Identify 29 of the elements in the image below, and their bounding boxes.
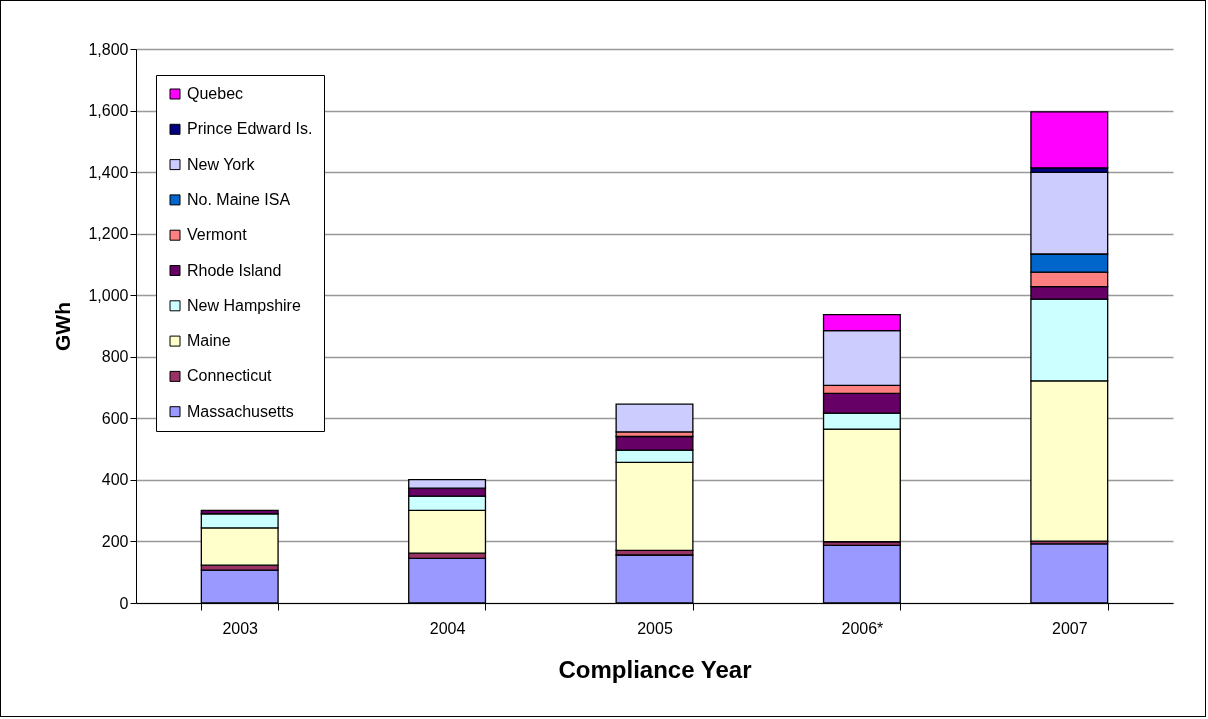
legend-label: Quebec (187, 85, 244, 102)
bar (1030, 111, 1109, 169)
legend-label: New York (187, 155, 256, 173)
legend-label: Massachusetts (187, 402, 294, 420)
legend-label: New Hampshire (187, 296, 301, 314)
x-axis-title: Compliance Year (558, 655, 752, 683)
legend-label: No. Maine ISA (187, 190, 291, 208)
x-tick-label: 2006* (841, 619, 884, 637)
y-tick-label: 1,200 (88, 225, 129, 243)
x-tick-label: 2003 (222, 619, 259, 637)
y-tick-label: 800 (101, 348, 129, 366)
y-tick-label: 200 (101, 532, 129, 550)
y-tick-label: 1,400 (88, 163, 129, 181)
legend-label: Vermont (187, 226, 248, 244)
y-axis-title: GWh (51, 302, 75, 351)
x-tick-label: 2004 (429, 619, 466, 637)
y-tick-label: 1,800 (88, 40, 129, 58)
y-tick-label: 1,600 (88, 102, 129, 120)
y-tick-label: 1,000 (88, 286, 129, 304)
y-tick-label: 600 (101, 409, 129, 427)
legend-label: Prince Edward Is. (187, 120, 313, 138)
x-tick-label: 2007 (1052, 619, 1088, 637)
legend-label: Rhode Island (187, 261, 282, 279)
bar (615, 403, 694, 433)
x-tick-label: 2005 (637, 619, 673, 637)
legend-label: Maine (187, 332, 231, 350)
y-tick-label: 0 (119, 594, 129, 612)
y-tick-label: 400 (101, 471, 129, 489)
legend-label: Connecticut (187, 367, 273, 385)
